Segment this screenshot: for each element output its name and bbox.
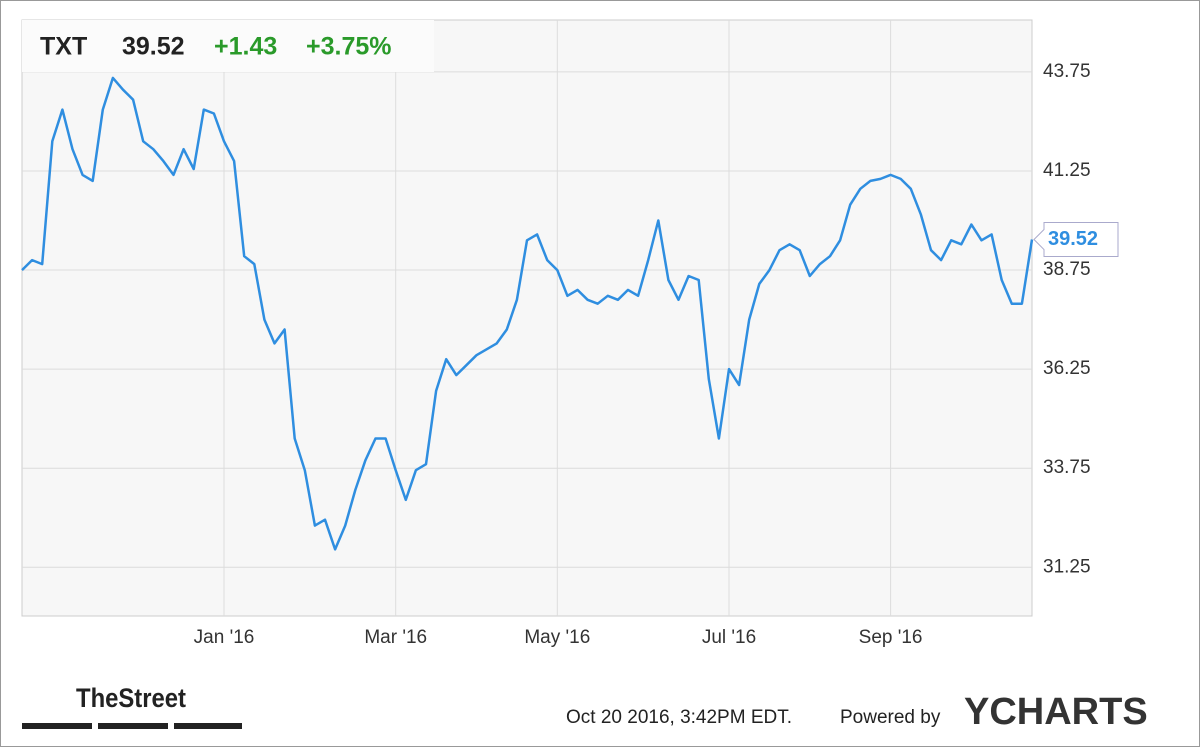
brand: TheStreet (76, 683, 186, 713)
ticker: TXT (40, 33, 87, 61)
last-value-label: 39.52 (1048, 228, 1098, 250)
y-tick-label: 41.25 (1043, 160, 1091, 181)
header-box (22, 20, 434, 72)
price-line (21, 76, 1034, 551)
last-value-box (1033, 222, 1119, 258)
y-tick-label: 43.75 (1043, 61, 1091, 82)
brand-bar (22, 723, 92, 729)
powered-by: Powered by (840, 707, 941, 728)
x-tick-label: Jan '16 (194, 627, 255, 648)
x-tick-label: May '16 (524, 627, 590, 648)
change: +1.43 (214, 33, 277, 61)
change-pct: +3.75% (306, 33, 392, 61)
y-tick-label: 33.75 (1043, 457, 1091, 478)
ycharts-logo: YCHARTS (964, 691, 1148, 733)
x-tick-label: Mar '16 (364, 627, 427, 648)
brand-bar (174, 723, 242, 729)
x-tick-label: Sep '16 (859, 627, 923, 648)
y-tick-label: 36.25 (1043, 358, 1091, 379)
brand-bar (98, 723, 168, 729)
y-tick-label: 31.25 (1043, 556, 1091, 577)
x-tick-label: Jul '16 (702, 627, 756, 648)
plot-area (21, 19, 1033, 617)
price: 39.52 (122, 33, 185, 61)
timestamp: Oct 20 2016, 3:42PM EDT. (566, 707, 792, 728)
y-tick-label: 38.75 (1043, 259, 1091, 280)
